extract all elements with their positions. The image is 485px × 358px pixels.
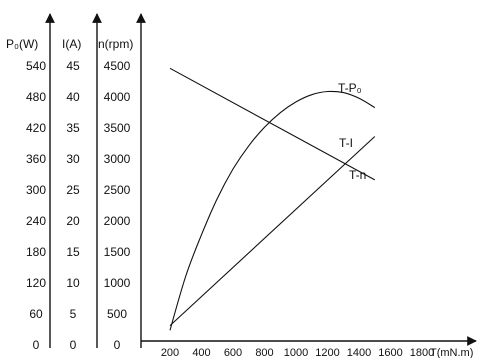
x-tick-label: 1800 — [410, 347, 434, 358]
n-tick-label: 4500 — [104, 59, 131, 73]
x-tick-labels: 200 400 600 800 1000 1200 1400 1600 1800 — [161, 347, 434, 358]
n-tick-label: 3500 — [104, 121, 131, 135]
p0-axis-title: P₀(W) — [6, 37, 38, 51]
x-tick-label: 1600 — [378, 347, 402, 358]
i-tick-label: 30 — [66, 152, 80, 166]
p0-tick-label: 360 — [26, 152, 46, 166]
series-label-t-i: T-I — [339, 136, 353, 150]
n-tick-label: 1500 — [104, 245, 131, 259]
x-tick-label: 200 — [161, 347, 179, 358]
n-tick-label: 2500 — [104, 183, 131, 197]
n-tick-label: 4000 — [104, 90, 131, 104]
i-tick-label: 10 — [66, 276, 80, 290]
series-label-t-n: T-n — [349, 168, 366, 182]
x-tick-label: 1200 — [315, 347, 339, 358]
series-line-t-i — [169, 136, 376, 327]
x-tick-label: 600 — [224, 347, 242, 358]
p0-tick-label: 420 — [26, 121, 46, 135]
n-tick-label: 500 — [107, 307, 127, 321]
x-tick-label: 400 — [192, 347, 210, 358]
p0-tick-label: 120 — [26, 276, 46, 290]
i-tick-label: 0 — [70, 338, 77, 352]
series-line-t-n — [169, 67, 376, 181]
i-tick-label: 25 — [66, 183, 80, 197]
p0-tick-label: 0 — [33, 338, 40, 352]
n-tick-label: 3000 — [104, 152, 131, 166]
p0-tick-labels: 0 60 120 180 240 300 360 420 480 540 — [26, 59, 46, 352]
x-tick-label: 800 — [255, 347, 273, 358]
p0-tick-label: 60 — [29, 307, 43, 321]
series-line-t-p0 — [169, 90, 376, 331]
i-tick-label: 35 — [66, 121, 80, 135]
x-axis-title: T(mN.m) — [430, 347, 473, 358]
n-tick-labels: 0 500 1000 1500 2000 2500 3000 3500 4000 4500 — [104, 59, 131, 352]
p0-tick-label: 180 — [26, 245, 46, 259]
n-tick-label: 1000 — [104, 276, 131, 290]
i-tick-label: 15 — [66, 245, 80, 259]
i-tick-label: 5 — [70, 307, 77, 321]
p0-tick-label: 240 — [26, 214, 46, 228]
i-tick-labels: 0 5 10 15 20 25 30 35 40 45 — [66, 59, 80, 352]
i-tick-label: 20 — [66, 214, 80, 228]
p0-tick-label: 480 — [26, 90, 46, 104]
series-label-t-p0: T-P₀ — [338, 81, 362, 95]
i-tick-label: 40 — [66, 90, 80, 104]
series-curves — [169, 67, 376, 331]
p0-tick-label: 540 — [26, 59, 46, 73]
n-axis-title: n(rpm) — [98, 37, 133, 51]
n-tick-label: 2000 — [104, 214, 131, 228]
p0-tick-label: 300 — [26, 183, 46, 197]
i-tick-label: 45 — [66, 59, 80, 73]
i-axis-title: I(A) — [62, 37, 81, 51]
x-tick-label: 1000 — [284, 347, 308, 358]
x-tick-label: 1400 — [347, 347, 371, 358]
n-tick-label: 0 — [114, 338, 121, 352]
